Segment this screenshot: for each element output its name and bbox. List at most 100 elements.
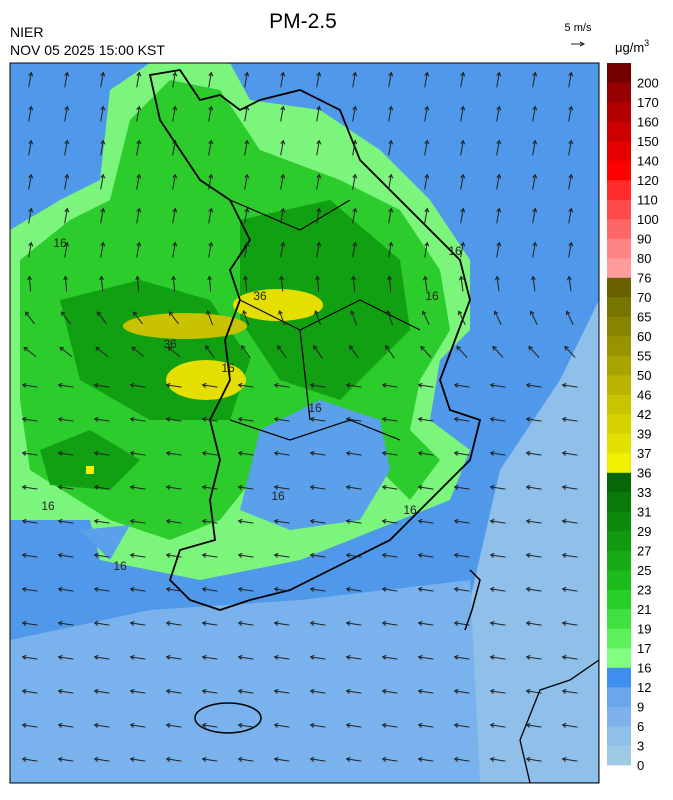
- colorbar-segment: [607, 394, 631, 415]
- wind-arrow: [57, 450, 74, 456]
- wind-arrow: [64, 173, 70, 190]
- wind-arrow: [309, 484, 326, 490]
- wind-arrow: [561, 416, 578, 422]
- colorbar-segment: [607, 472, 631, 493]
- contour-label: 16: [448, 244, 462, 258]
- wind-arrow: [352, 207, 358, 224]
- wind-arrow: [529, 310, 538, 325]
- wind-arrow: [417, 450, 434, 456]
- wind-arrow: [165, 688, 182, 694]
- wind-arrow: [309, 654, 326, 660]
- wind-arrow: [93, 722, 110, 728]
- wind-arrow: [201, 518, 218, 524]
- colorbar-segment: [607, 570, 631, 590]
- wind-arrow: [136, 105, 142, 122]
- wind-arrow: [381, 382, 398, 388]
- wind-arrow: [237, 586, 254, 592]
- wind-arrow: [387, 275, 393, 292]
- wind-arrow: [453, 620, 470, 626]
- wind-arrow: [352, 71, 358, 88]
- wind-arrow: [165, 450, 182, 456]
- wind-arrow: [460, 173, 466, 190]
- wind-arrow: [201, 484, 218, 490]
- wind-arrow: [316, 241, 322, 258]
- wind-arrow: [280, 241, 286, 258]
- wind-arrow: [21, 484, 38, 490]
- wind-arrow: [93, 416, 110, 422]
- wind-arrow: [345, 518, 362, 524]
- datetime: NOV 05 2025 15:00 KST: [10, 42, 165, 58]
- wind-arrow: [385, 345, 395, 359]
- wind-arrow: [417, 552, 434, 558]
- wind-arrow: [345, 756, 362, 762]
- wind-arrow: [21, 688, 38, 694]
- wind-arrow: [561, 654, 578, 660]
- wind-arrow: [57, 484, 74, 490]
- wind-arrow: [525, 416, 542, 422]
- unit-text: μg/m: [615, 40, 644, 55]
- wind-arrow: [100, 71, 106, 88]
- wind-arrow: [129, 722, 146, 728]
- wind-scale-arrow: [571, 41, 586, 47]
- wind-arrow: [424, 241, 430, 258]
- wind-arrow: [417, 484, 434, 490]
- colorbar-segment: [607, 550, 631, 571]
- wind-arrow: [316, 139, 322, 156]
- colorbar-segment: [607, 667, 631, 688]
- wind-arrow: [273, 620, 290, 626]
- wind-arrow: [525, 654, 542, 660]
- wind-arrow: [489, 620, 506, 626]
- wind-arrow: [381, 450, 398, 456]
- wind-arrow: [165, 518, 182, 524]
- wind-arrow: [417, 688, 434, 694]
- colorbar-segment: [607, 453, 631, 473]
- wind-arrow: [57, 518, 74, 524]
- wind-arrow: [21, 450, 38, 456]
- wind-arrow: [568, 241, 574, 258]
- wind-arrow: [100, 105, 106, 122]
- wind-arrow: [207, 275, 213, 292]
- wind-arrow: [206, 310, 214, 326]
- wind-arrow: [171, 275, 177, 292]
- wind-arrow: [57, 586, 74, 592]
- wind-arrow: [316, 105, 322, 122]
- wind-arrow: [424, 173, 430, 190]
- wind-arrow: [100, 207, 106, 224]
- wind-arrow: [421, 310, 430, 325]
- wind-arrow: [561, 722, 578, 728]
- wind-arrow: [489, 450, 506, 456]
- wind-arrow: [244, 105, 250, 122]
- wind-arrow: [273, 722, 290, 728]
- colorbar-label: 36: [637, 466, 651, 481]
- wind-arrow: [489, 416, 506, 422]
- wind-arrow: [453, 518, 470, 524]
- wind-arrow: [460, 71, 466, 88]
- colorbar-label: 76: [637, 271, 651, 286]
- wind-arrow: [172, 241, 178, 258]
- colorbar-label: 110: [637, 193, 658, 208]
- colorbar-segment: [607, 355, 631, 376]
- wind-arrow: [131, 346, 145, 358]
- wind-arrow: [381, 654, 398, 660]
- wind-arrow: [453, 450, 470, 456]
- wind-arrow: [381, 416, 398, 422]
- wind-arrow: [277, 345, 287, 359]
- colorbar-segment: [607, 199, 631, 220]
- wind-arrow: [24, 311, 35, 325]
- wind-arrow: [345, 382, 362, 388]
- wind-arrow: [201, 620, 218, 626]
- wind-arrow: [568, 173, 574, 190]
- wind-arrow: [496, 105, 502, 122]
- contour-label: 16: [41, 499, 55, 513]
- colorbar-label: 70: [637, 290, 651, 305]
- colorbar-segment: [607, 297, 631, 317]
- colorbar-segment: [607, 219, 631, 239]
- wind-arrow: [309, 382, 326, 388]
- wind-arrow: [96, 311, 107, 325]
- wind-arrow: [237, 416, 254, 422]
- wind-arrow: [345, 450, 362, 456]
- wind-arrow: [237, 756, 254, 762]
- wind-arrow: [21, 416, 38, 422]
- colorbar-label: 80: [637, 251, 651, 266]
- wind-arrow: [28, 105, 34, 122]
